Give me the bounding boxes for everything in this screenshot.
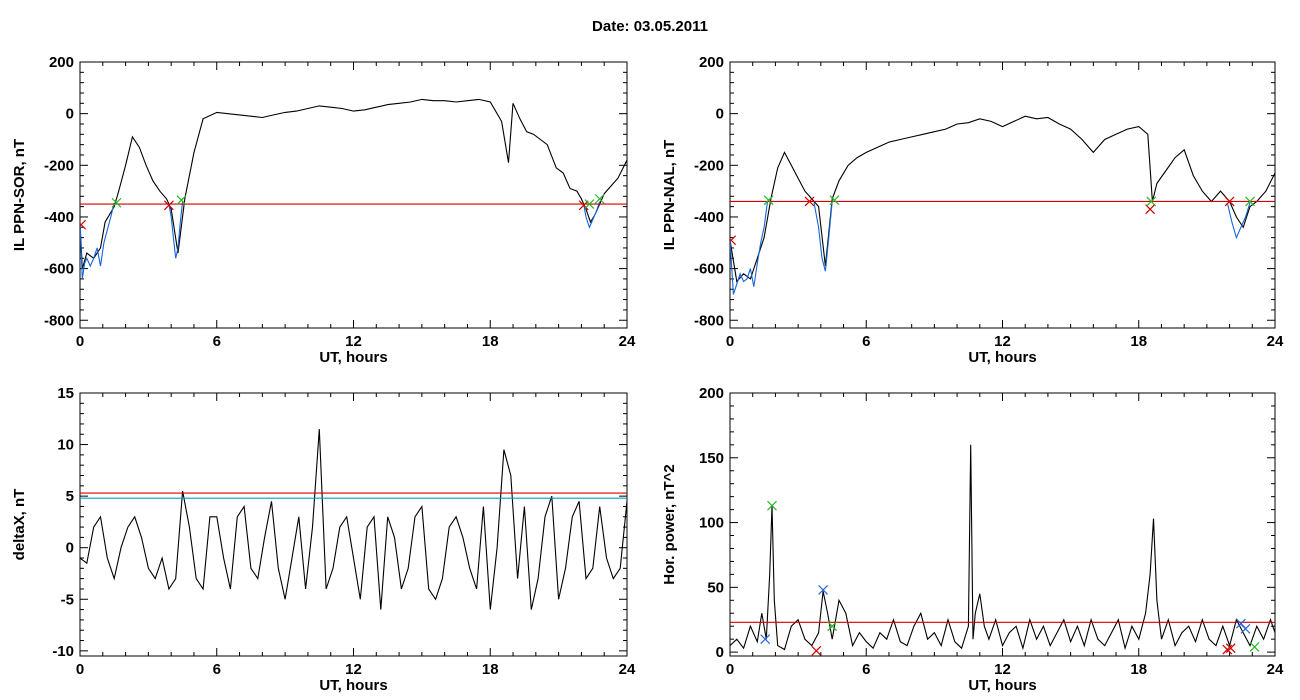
event-marker [811,645,822,656]
event-marker [176,195,187,206]
event-marker [818,585,829,595]
x-tick-label: 18 [1130,333,1147,350]
event-marker [578,200,589,211]
event-marker [763,195,774,206]
series-line [80,98,627,269]
y-tick-label: -400 [694,209,724,226]
x-tick-label: 6 [213,661,221,678]
page-title: Date: 03.05.2011 [592,18,708,35]
plot-frame [79,392,628,657]
y-tick-label: -5 [61,591,74,608]
x-axis-title: UT, hours [968,349,1036,366]
series-line-segment [730,201,769,295]
plot-frame [729,392,1276,657]
y-tick-label: -200 [694,157,724,174]
y-axis-title: IL PPN-NAL, nT [661,140,678,251]
x-tick-label: 6 [862,661,870,678]
y-axis-title: IL PPN-SOR, nT [11,139,28,251]
y-tick-label: 0 [716,644,724,661]
y-tick-label: 5 [66,488,74,505]
event-marker [111,197,122,208]
y-tick-label: -200 [44,157,74,174]
panel-ppn-sor: 0 6 12 18 24 -800 -600 -400 -200 0 200 UT, hours IL … [11,54,636,366]
x-tick-label: 0 [76,333,84,350]
x-tick-label: 0 [726,333,734,350]
event-marker [1245,196,1255,207]
x-tick-label: 18 [482,661,499,678]
plot-data [80,98,627,279]
y-tick-label: -600 [694,261,724,278]
event-marker [1224,196,1235,207]
y-tick-label: 150 [699,450,724,467]
x-tick-label: 0 [76,661,84,678]
plot-data [80,429,627,610]
event-marker [827,621,838,632]
x-tick-label: 24 [1267,661,1284,678]
panel-hor-power: 0 6 12 18 24 0 50 100 150 200 UT, hours Hor. power,… [661,385,1284,694]
event-marker [1249,642,1260,652]
y-tick-label: -10 [52,643,74,660]
y-tick-label: 50 [707,579,724,596]
y-tick-label: -400 [44,209,74,226]
event-marker [760,634,771,645]
y-tick-label: -800 [44,312,74,329]
series-line-segment [168,201,184,259]
y-tick-label: -800 [694,312,724,329]
event-marker [80,219,87,230]
event-marker [1225,643,1236,654]
event-marker [163,200,174,211]
y-tick-label: 15 [57,385,74,402]
panel-ppn-nal: 0 6 12 18 24 -800 -600 -400 -200 0 200 UT, hours IL … [661,54,1284,366]
event-marker [594,193,605,204]
x-tick-label: 12 [345,661,362,678]
event-marker [829,195,840,206]
x-tick-label: 12 [994,661,1011,678]
event-marker [1146,196,1157,207]
x-tick-label: 24 [619,661,636,678]
series-line-segment [583,201,601,229]
y-tick-label: 100 [699,515,724,532]
y-tick-label: 10 [57,437,74,454]
plot-frame [79,61,628,329]
panel-deltax: 0 6 12 18 24 -10 -5 0 5 10 15 UT, hours deltaX, nT [11,385,636,694]
event-marker [584,199,595,209]
x-tick-label: 6 [862,333,870,350]
y-tick-label: 200 [699,385,724,402]
y-tick-label: 200 [699,54,724,71]
y-axis-title: deltaX, nT [11,489,28,561]
event-marker [730,235,737,246]
x-tick-label: 12 [994,333,1011,350]
x-tick-label: 0 [726,661,734,678]
series-line-segment [1226,202,1251,240]
event-marker [767,500,777,511]
y-tick-label: 0 [716,106,724,123]
y-tick-label: 0 [66,106,74,123]
x-tick-label: 24 [619,333,636,350]
series-line [730,115,1275,283]
y-tick-label: 200 [49,54,74,71]
event-marker [804,196,815,207]
series-line [730,444,1275,651]
series-line-segment [813,201,833,272]
x-tick-label: 6 [213,333,221,350]
event-marker [1240,623,1251,634]
y-tick-label: 0 [66,540,74,557]
series-line [80,429,627,610]
y-tick-label: -600 [44,261,74,278]
x-axis-title: UT, hours [968,677,1036,694]
x-axis-title: UT, hours [319,349,387,366]
x-tick-label: 18 [1130,661,1147,678]
series-line-segment [80,202,115,279]
y-axis-title: Hor. power, nT^2 [661,464,678,584]
event-marker [1222,644,1233,655]
plot-frame [729,61,1276,329]
plot-data [730,444,1275,656]
x-axis-title: UT, hours [319,677,387,694]
x-tick-label: 18 [482,333,499,350]
x-tick-label: 24 [1267,333,1284,350]
plot-data [730,115,1275,295]
x-tick-label: 12 [345,333,362,350]
